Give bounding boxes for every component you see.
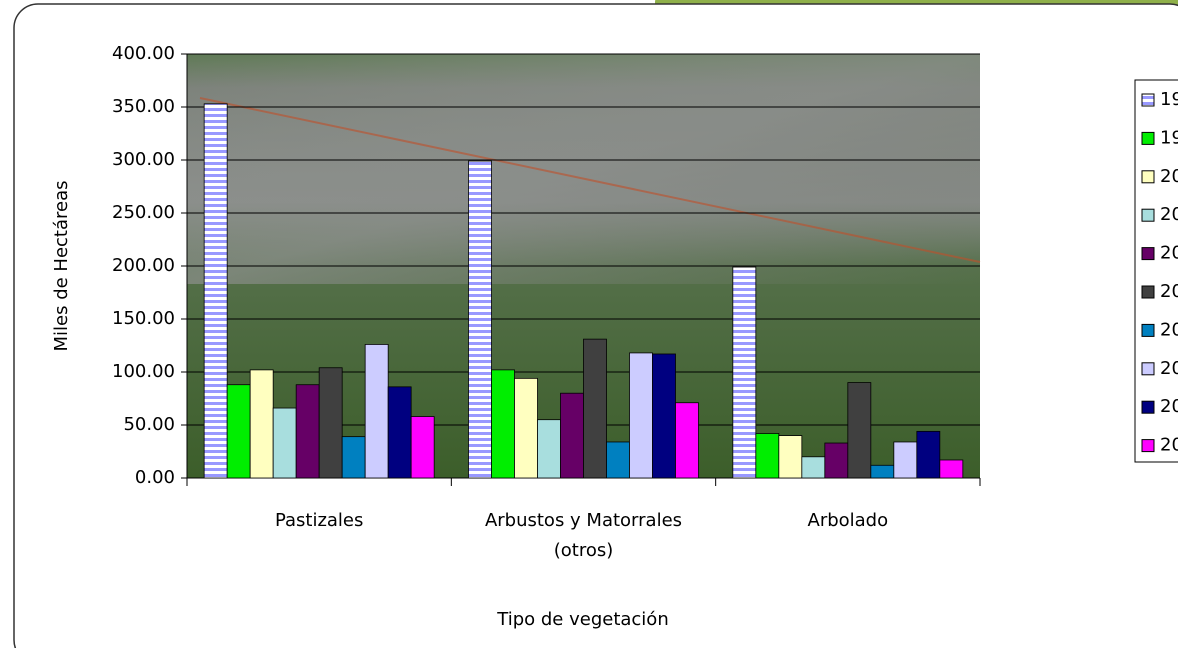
legend-label: 2005 — [1160, 358, 1178, 379]
y-tick-label: 300.00 — [112, 149, 175, 170]
y-tick-label: 50.00 — [123, 414, 175, 435]
bar — [491, 369, 515, 479]
bar — [203, 103, 228, 479]
bar — [893, 441, 918, 479]
bar — [755, 433, 780, 479]
legend-label: 2003 — [1160, 281, 1178, 302]
x-tick-label-box: Pastizales — [274, 510, 364, 531]
y-tick-label: 150.00 — [112, 308, 175, 329]
legend-swatch — [1141, 93, 1155, 107]
legend-label: 2006 — [1160, 396, 1178, 417]
bar — [272, 407, 297, 479]
y-tick-label: 100.00 — [112, 361, 175, 382]
bar — [537, 419, 561, 479]
x-tick-label-box: Arbustos y Matorrales (otros) — [484, 510, 683, 561]
bar — [847, 382, 872, 479]
legend-label: 2002 — [1160, 243, 1178, 264]
plot-smoke — [187, 54, 980, 284]
legend-label: 1999 — [1160, 127, 1178, 148]
x-tick-label-box: Arbolado — [807, 510, 889, 531]
bar — [468, 160, 492, 479]
bar — [226, 384, 251, 479]
bar — [560, 392, 584, 479]
bar — [732, 266, 757, 479]
bar — [514, 377, 538, 479]
bar — [295, 384, 320, 479]
bar — [583, 338, 607, 479]
legend-swatch — [1141, 323, 1155, 337]
x-tick-label: Arbustos y Matorrales (otros) — [484, 510, 683, 561]
bar — [801, 456, 826, 479]
legend-swatch — [1141, 170, 1155, 184]
bar — [675, 402, 699, 479]
legend-label: 2001 — [1160, 204, 1178, 225]
bar — [629, 352, 653, 479]
y-tick-label: 0.00 — [135, 467, 175, 488]
bar — [606, 441, 630, 479]
x-tick-label: Pastizales — [274, 510, 364, 531]
bar — [916, 430, 941, 479]
y-tick-label: 350.00 — [112, 96, 175, 117]
bar — [318, 367, 343, 479]
bar — [778, 435, 803, 479]
legend-swatch — [1141, 131, 1155, 145]
bar — [249, 369, 274, 479]
legend-swatch — [1141, 247, 1155, 261]
legend-label: 2004 — [1160, 319, 1178, 340]
bar — [939, 459, 964, 479]
x-tick-label: Arbolado — [807, 510, 889, 531]
legend-swatch — [1141, 208, 1155, 222]
legend-label: 1998 — [1160, 89, 1178, 110]
bar — [341, 436, 366, 479]
legend-swatch — [1141, 439, 1155, 453]
legend — [1134, 79, 1178, 463]
bar — [824, 442, 849, 479]
bar — [652, 353, 676, 479]
bar — [410, 416, 435, 479]
legend-label: 2000 — [1160, 166, 1178, 187]
bar — [870, 464, 895, 479]
y-tick-label: 400.00 — [112, 43, 175, 64]
y-tick-label: 250.00 — [112, 202, 175, 223]
legend-label: 2007 — [1160, 435, 1178, 456]
legend-swatch — [1141, 362, 1155, 376]
legend-swatch — [1141, 285, 1155, 299]
y-tick-label: 200.00 — [112, 255, 175, 276]
legend-swatch — [1141, 400, 1155, 414]
x-axis-title: Tipo de vegetación — [496, 609, 668, 630]
fire-line — [199, 97, 981, 263]
y-axis-title: Miles de Hectáreas — [51, 180, 72, 351]
bar — [364, 344, 389, 479]
bar — [387, 386, 412, 479]
